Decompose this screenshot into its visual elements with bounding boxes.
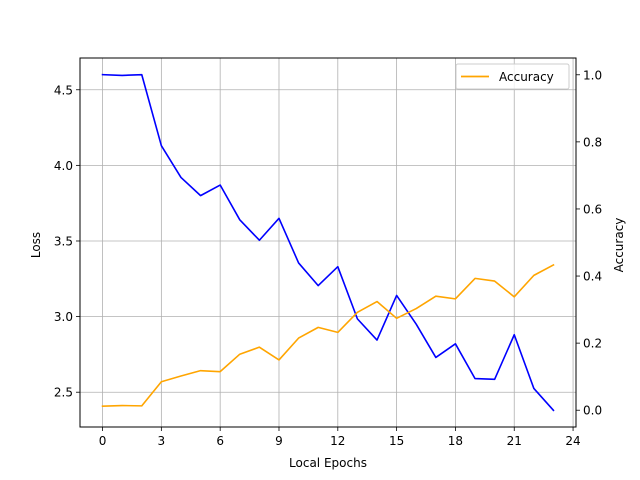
x-tick-label-3: 9: [275, 434, 283, 448]
x-tick-label-7: 21: [507, 434, 522, 448]
right-tick-label-3: 0.6: [583, 202, 602, 216]
legend: Accuracy: [455, 63, 570, 90]
x-tick-label-1: 3: [158, 434, 166, 448]
left-axis-ticks: 2.5 3.0 3.5 4.0 4.5: [54, 83, 80, 400]
right-axis-ticks: 0.0 0.2 0.4 0.6 0.8 1.0: [576, 68, 602, 418]
x-tick-label-2: 6: [216, 434, 224, 448]
accuracy-series-line: [101, 263, 555, 408]
right-tick-label-2: 0.4: [583, 270, 602, 284]
right-tick-label-1: 0.2: [583, 337, 602, 351]
left-axis-label: Loss: [29, 232, 43, 258]
left-tick-label-1: 3.0: [54, 310, 73, 324]
x-axis-ticks: 0 3 6 9 12 15 18 21 24: [99, 427, 581, 448]
left-tick-label-2: 3.5: [54, 234, 73, 248]
x-tick-label-4: 12: [330, 434, 345, 448]
x-tick-label-5: 15: [389, 434, 404, 448]
right-tick-label-4: 0.8: [583, 135, 602, 149]
legend-label-accuracy: Accuracy: [499, 70, 554, 84]
series-lines: [101, 73, 555, 412]
x-tick-label-6: 18: [448, 434, 463, 448]
right-tick-label-0: 0.0: [583, 404, 602, 418]
legend-box: [455, 63, 570, 90]
x-tick-label-0: 0: [99, 434, 107, 448]
loss-series-line: [101, 73, 555, 412]
left-tick-label-0: 2.5: [54, 386, 73, 400]
grid-lines: [80, 58, 576, 427]
right-axis-label: Accuracy: [612, 218, 626, 273]
x-axis-label: Local Epochs: [289, 456, 367, 470]
right-tick-label-5: 1.0: [583, 68, 602, 82]
left-tick-label-3: 4.0: [54, 159, 73, 173]
x-tick-label-8: 24: [565, 434, 580, 448]
left-tick-label-4: 4.5: [54, 83, 73, 97]
plot-frame: [79, 57, 577, 428]
